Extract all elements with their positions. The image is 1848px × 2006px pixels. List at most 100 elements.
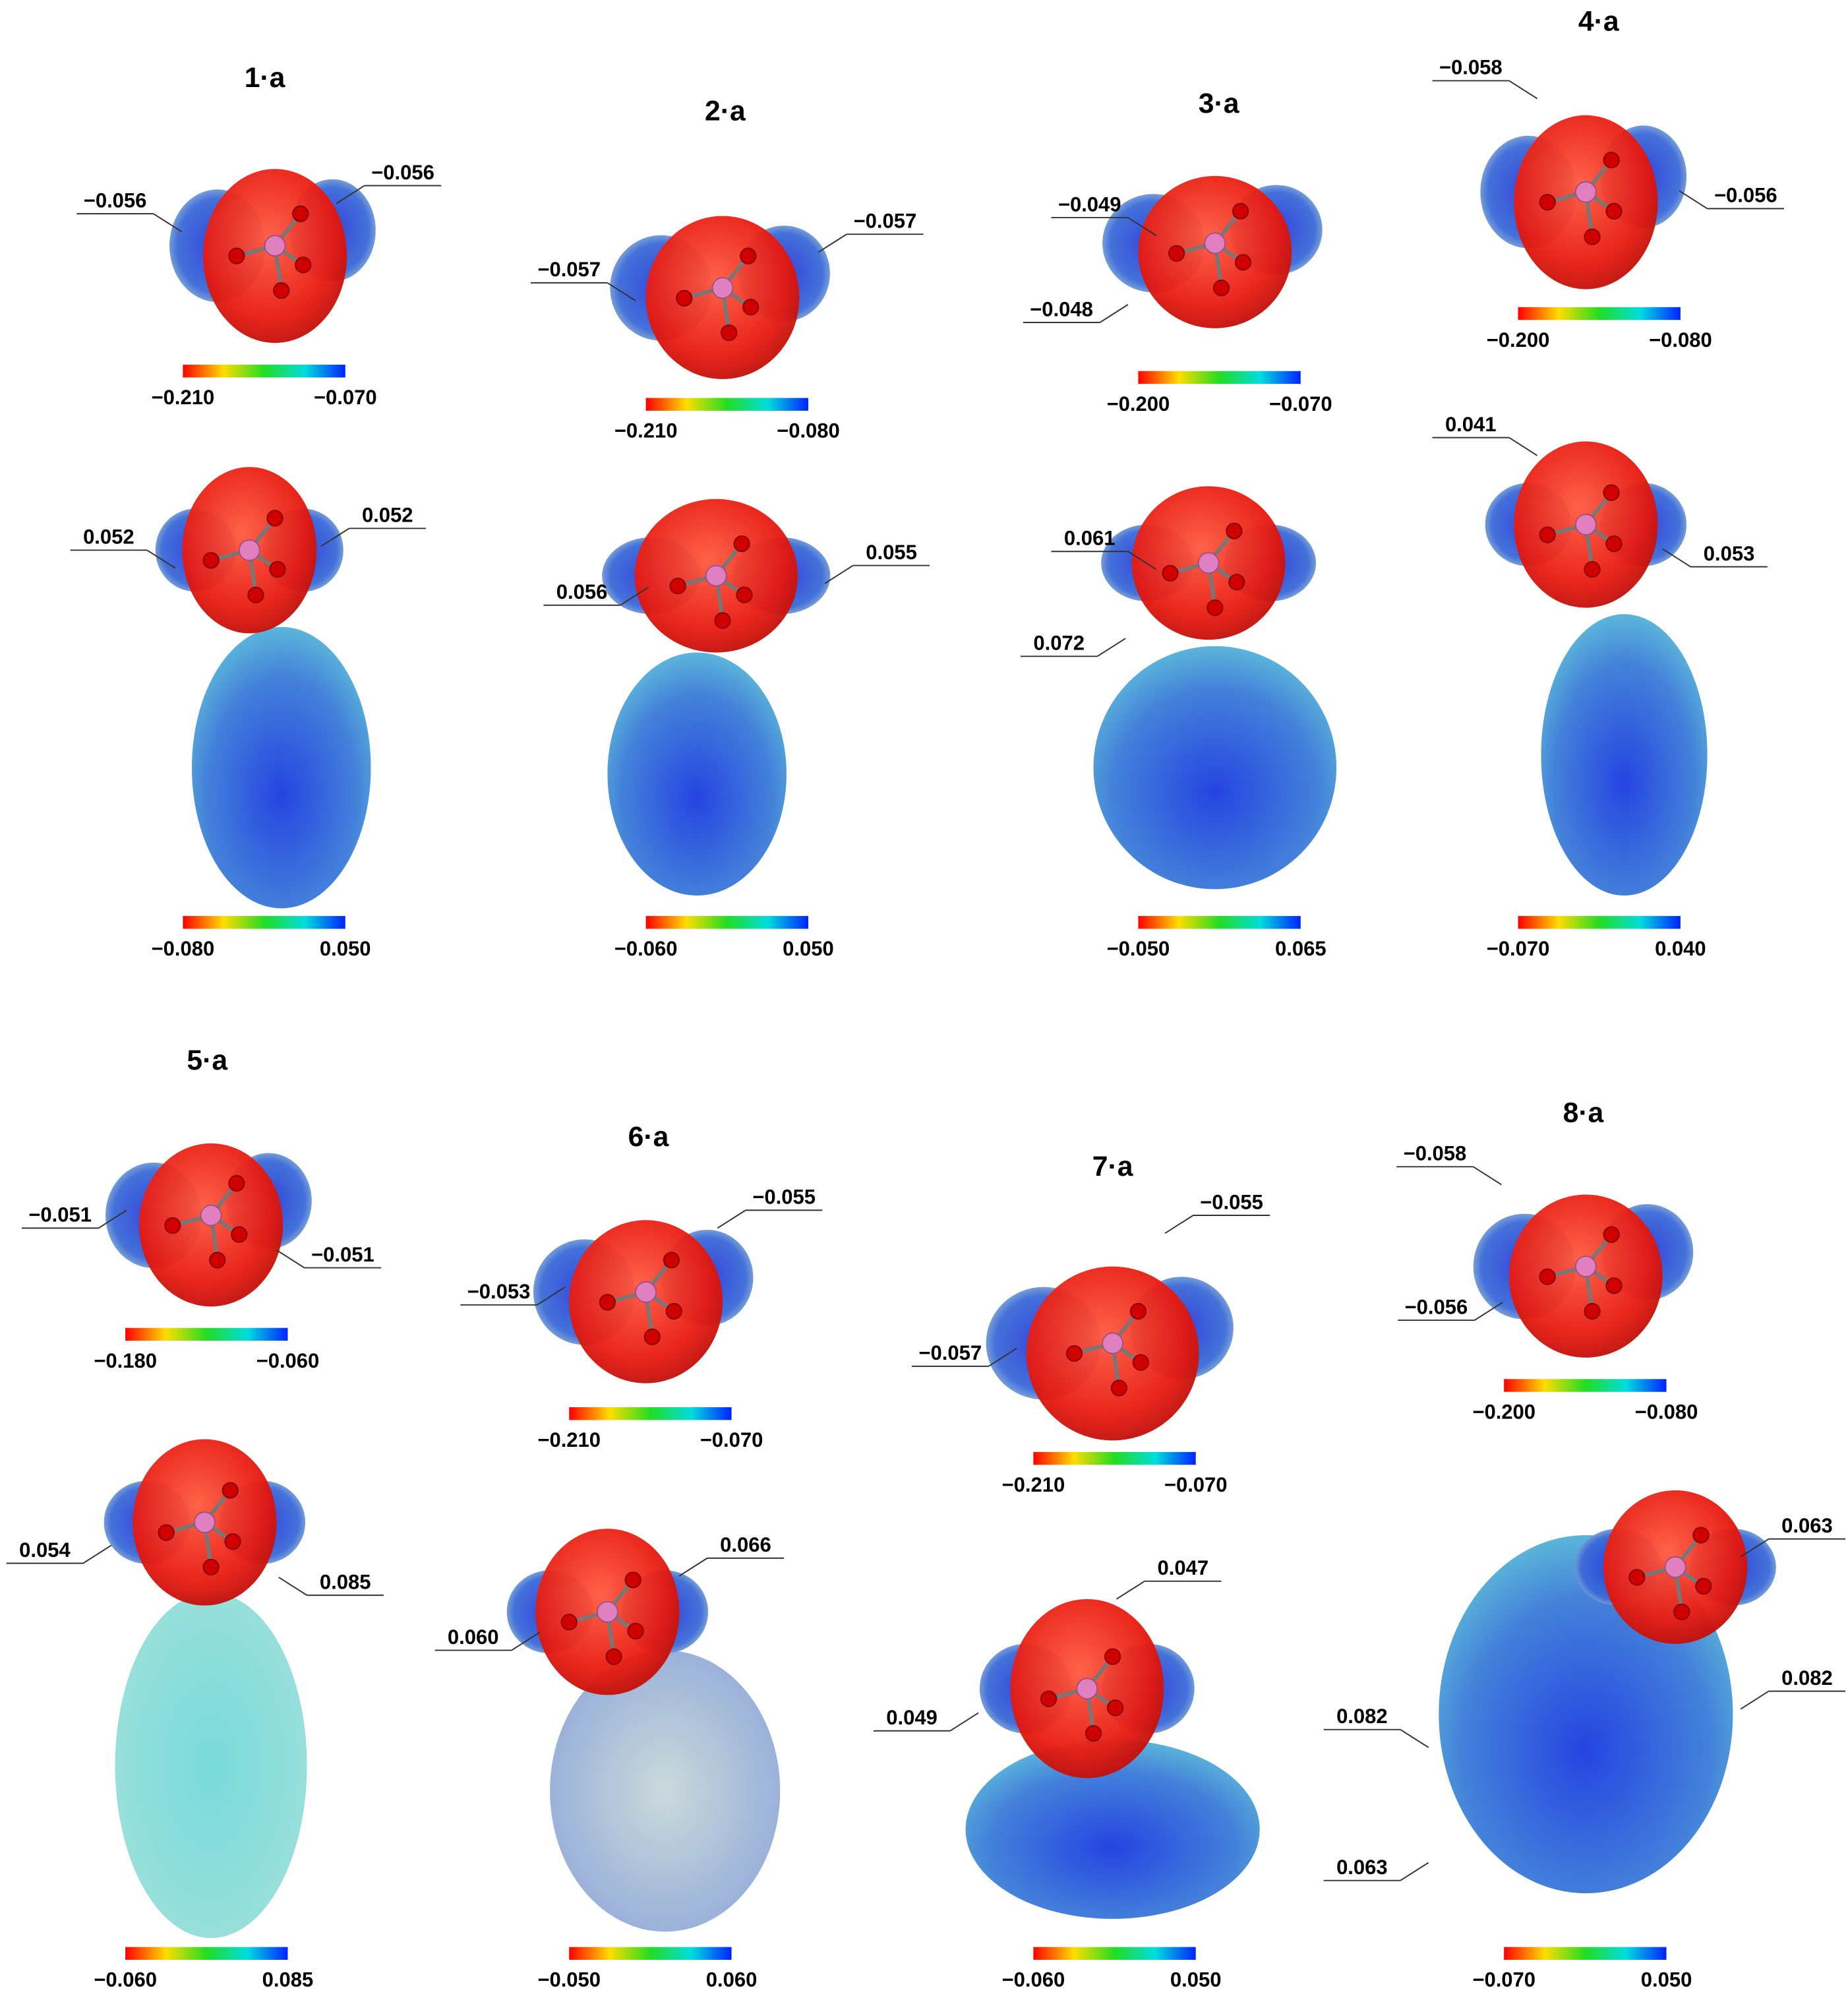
leader-line	[153, 213, 182, 233]
esp-body	[965, 1740, 1260, 1919]
leader-line	[1473, 1166, 1502, 1186]
color-scale	[569, 1407, 732, 1420]
scale-min: −0.210	[614, 419, 678, 442]
leader-line	[717, 1209, 746, 1229]
potential-label: −0.049	[1058, 193, 1121, 216]
potential-label: 0.063	[1336, 1856, 1388, 1879]
oxygen-atom	[1603, 484, 1620, 501]
leader-line	[607, 282, 636, 301]
color-scale	[645, 398, 808, 411]
leader-line	[988, 1347, 1017, 1367]
oxygen-atom	[1110, 1380, 1127, 1397]
potential-label: −0.057	[537, 258, 601, 281]
scale-min: −0.060	[94, 1968, 157, 1991]
oxygen-atom	[742, 299, 760, 316]
oxygen-atom	[273, 282, 290, 299]
scale-max: 0.060	[706, 1968, 758, 1991]
leader-line	[678, 1558, 708, 1577]
leader-line	[1096, 638, 1126, 657]
potential-label: 0.053	[1704, 542, 1755, 565]
oxygen-atom	[560, 1614, 578, 1631]
esp-body	[1093, 646, 1337, 890]
potential-label: 0.055	[866, 541, 917, 564]
oxygen-atom	[1162, 564, 1179, 582]
potential-label: −0.058	[1404, 1142, 1467, 1165]
scale-max: 0.050	[783, 937, 834, 960]
potential-label: −0.055	[1200, 1190, 1263, 1213]
phosphorus-atom	[1204, 232, 1226, 255]
potential-label: −0.055	[752, 1186, 816, 1209]
potential-label: 0.061	[1064, 527, 1116, 550]
potential-label: −0.056	[1405, 1295, 1468, 1318]
color-scale	[125, 1327, 288, 1341]
phosphorus-atom	[711, 277, 734, 299]
potential-label: 0.054	[19, 1538, 71, 1562]
leader-line	[511, 1631, 541, 1651]
esp-body	[550, 1650, 781, 1932]
panel-title: 3·a	[1199, 88, 1239, 119]
oxygen-atom	[1085, 1725, 1102, 1742]
color-scale	[1504, 1947, 1667, 1960]
potential-label: −0.057	[918, 1341, 982, 1364]
scale-max: 0.050	[320, 937, 371, 960]
oxygen-atom	[1539, 194, 1556, 211]
oxygen-atom	[1605, 202, 1623, 220]
panel-title: 2·a	[705, 96, 746, 127]
oxygen-atom	[266, 510, 283, 527]
oxygen-atom	[158, 1524, 175, 1541]
oxygen-atom	[1040, 1690, 1058, 1707]
esp-body	[191, 626, 371, 909]
potential-label: 0.052	[362, 504, 413, 527]
oxygen-atom	[231, 1226, 248, 1243]
oxygen-atom	[1695, 1577, 1712, 1595]
leader-line	[278, 1577, 308, 1596]
panel-title: 8·a	[1563, 1097, 1604, 1128]
oxygen-atom	[202, 1558, 220, 1576]
scale-min: −0.060	[614, 937, 678, 960]
leader-line	[1127, 217, 1157, 236]
color-scale	[125, 1947, 288, 1960]
potential-label: −0.048	[1030, 297, 1093, 320]
potential-label: 0.066	[720, 1533, 771, 1556]
color-scale	[645, 916, 808, 929]
leader-line	[1400, 1728, 1429, 1748]
potential-label: 0.060	[448, 1626, 499, 1649]
potential-label: 0.052	[83, 526, 134, 549]
oxygen-atom	[209, 1252, 226, 1269]
leader-line	[824, 564, 854, 584]
scale-min: −0.070	[1487, 937, 1550, 960]
scale-max: −0.070	[700, 1428, 763, 1451]
oxygen-atom	[164, 1217, 181, 1234]
scale-min: −0.210	[152, 386, 215, 409]
oxygen-atom	[292, 205, 309, 222]
panel-title: 7·a	[1092, 1151, 1133, 1182]
leader-line	[1474, 1302, 1503, 1321]
oxygen-atom	[1584, 561, 1601, 578]
leader-line	[1164, 1215, 1194, 1234]
oxygen-atom	[1605, 535, 1623, 553]
phosphorus-atom	[1574, 1256, 1597, 1278]
potential-label: 0.082	[1336, 1705, 1388, 1728]
oxygen-atom	[643, 1328, 661, 1345]
phosphorus-atom	[200, 1204, 222, 1227]
color-scale	[1504, 1379, 1667, 1392]
color-scale	[1518, 916, 1681, 929]
phosphorus-atom	[238, 539, 260, 561]
scale-min: −0.050	[1107, 937, 1170, 960]
oxygen-atom	[605, 1648, 622, 1665]
scale-min: −0.050	[537, 1968, 601, 1991]
scale-max: −0.080	[1649, 328, 1712, 351]
oxygen-atom	[228, 247, 245, 264]
leader-line	[1400, 1862, 1429, 1881]
potential-label: 0.049	[886, 1706, 938, 1729]
potential-label: −0.053	[467, 1280, 531, 1303]
oxygen-atom	[733, 535, 750, 553]
oxygen-atom	[1106, 1699, 1124, 1717]
esp-body	[1541, 614, 1708, 896]
phosphorus-atom	[264, 235, 286, 257]
leader-line	[320, 528, 350, 547]
scale-min: −0.080	[152, 937, 215, 960]
oxygen-atom	[1168, 245, 1185, 262]
potential-label: 0.082	[1781, 1666, 1833, 1689]
potential-label: 0.085	[320, 1570, 371, 1593]
